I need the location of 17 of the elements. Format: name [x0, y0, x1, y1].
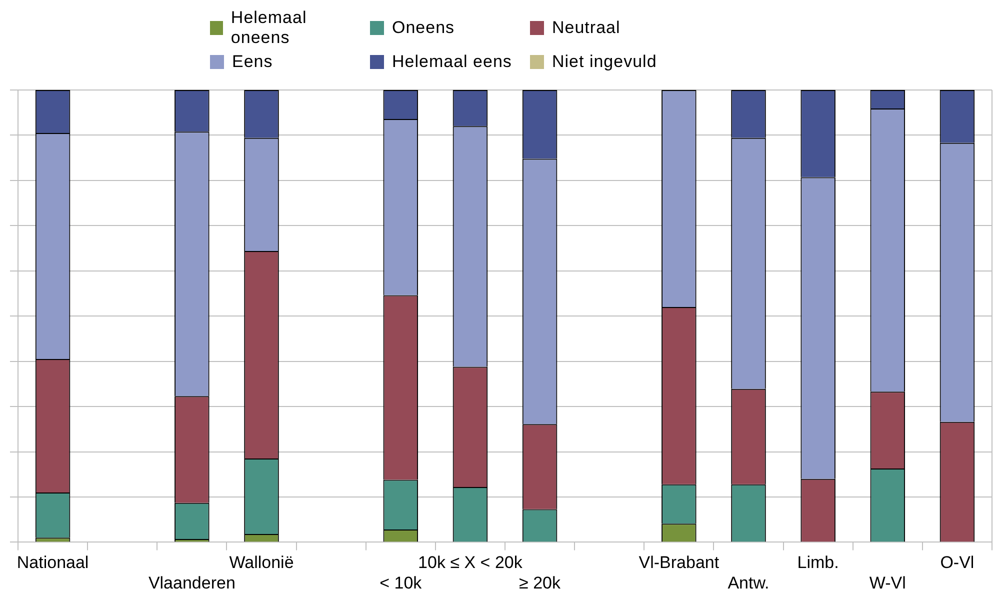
x-tick-label: 10k ≤ X < 20k — [418, 553, 523, 572]
legend-label: Helemaal oneens — [230, 8, 308, 48]
legend-label: Eens — [232, 52, 273, 72]
legend-label: Niet ingevuld — [552, 52, 657, 72]
x-tick-label: Vl-Brabant — [638, 553, 720, 572]
x-tick-label: Wallonië — [229, 553, 294, 572]
legend-label: Oneens — [392, 18, 455, 38]
x-tick-label: Antw. — [728, 573, 770, 592]
x-tick-label: W-Vl — [869, 573, 906, 592]
x-tick-label: Vlaanderen — [148, 573, 236, 592]
legend-label: Helemaal eens — [392, 52, 512, 72]
x-tick-label: O-Vl — [940, 553, 974, 572]
x-tick-label: Limb. — [797, 553, 839, 572]
x-tick-label: < 10k — [380, 573, 422, 592]
legend-label: Neutraal — [552, 18, 620, 38]
x-tick-label: Nationaal — [16, 553, 89, 572]
x-tick-label: ≥ 20k — [519, 573, 562, 592]
